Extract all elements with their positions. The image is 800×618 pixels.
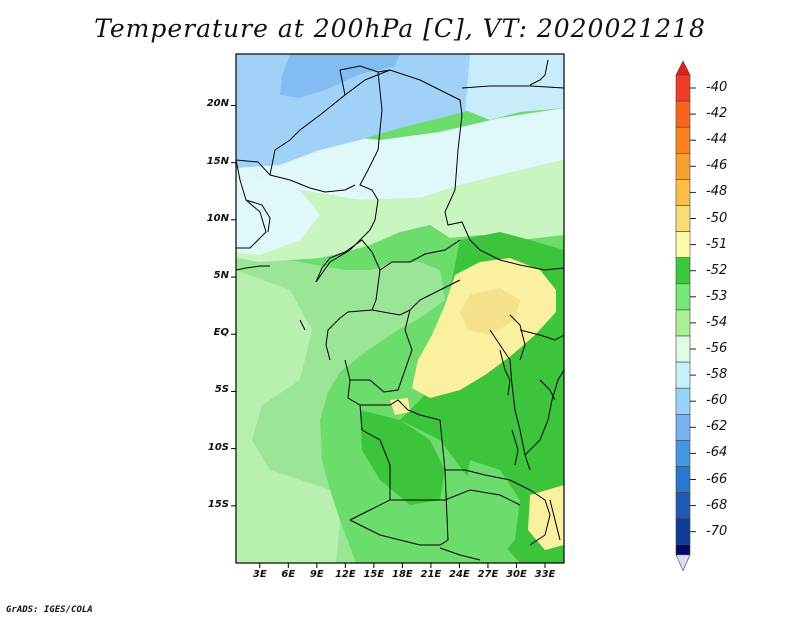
colorbar-swatch bbox=[675, 283, 691, 311]
colorbar-swatch bbox=[675, 518, 691, 546]
lon-label: 33E bbox=[534, 569, 556, 580]
region-blue-north bbox=[280, 54, 400, 98]
colorbar-swatch bbox=[675, 205, 691, 232]
colorbar-label: -64 bbox=[706, 445, 728, 461]
colorbar-swatch bbox=[675, 361, 691, 389]
colorbar-label: -60 bbox=[706, 393, 728, 409]
lat-label: EQ bbox=[213, 327, 229, 339]
colorbar-label: -53 bbox=[706, 288, 728, 304]
lat-label: 20N bbox=[206, 98, 229, 110]
region-light-green-east bbox=[460, 460, 520, 563]
colorbar-top-arrow bbox=[675, 60, 691, 76]
lat-label: 15S bbox=[207, 498, 229, 510]
colorbar-swatch bbox=[675, 126, 691, 154]
colorbar-swatch bbox=[675, 492, 691, 520]
lon-label: 24E bbox=[449, 569, 470, 580]
colorbar-label: -54 bbox=[706, 314, 728, 330]
colorbar-swatch bbox=[675, 231, 691, 259]
region-pale-green-west bbox=[236, 270, 340, 563]
lon-label: 27E bbox=[477, 569, 499, 580]
lon-label: 21E bbox=[420, 569, 442, 580]
region-pale-green-north bbox=[236, 160, 564, 262]
colorbar-swatch bbox=[675, 440, 691, 467]
lon-label: 12E bbox=[334, 569, 356, 580]
map-frame bbox=[235, 53, 565, 564]
region-yellow-core bbox=[460, 288, 520, 335]
colorbar-swatch bbox=[675, 544, 691, 556]
lon-label: 9E bbox=[309, 569, 324, 580]
lat-label: 5N bbox=[213, 270, 229, 282]
region-very-light-blue-west bbox=[236, 170, 320, 255]
colorbar-swatch bbox=[675, 153, 691, 180]
region-very-light-blue bbox=[236, 108, 564, 200]
lon-label: 30E bbox=[506, 569, 527, 580]
colorbar-label: -68 bbox=[706, 497, 728, 513]
colorbar-label: -62 bbox=[706, 419, 728, 435]
lat-label: 5S bbox=[214, 384, 229, 396]
colorbar-swatch bbox=[675, 100, 691, 128]
colorbar-swatch bbox=[675, 74, 691, 102]
lon-label: 3E bbox=[252, 569, 267, 580]
colorbar-swatch bbox=[675, 309, 691, 337]
lon-label: 6E bbox=[281, 569, 296, 580]
colorbar-label: -40 bbox=[706, 80, 728, 95]
colorbar-label: -48 bbox=[706, 184, 728, 200]
lon-label: 18E bbox=[392, 569, 413, 580]
colorbar-label: -58 bbox=[706, 367, 728, 383]
region-yellow-southeast bbox=[528, 485, 564, 550]
country-borders bbox=[236, 59, 564, 561]
colorbar-swatch bbox=[675, 466, 691, 493]
axis-ticks bbox=[231, 104, 546, 568]
colorbar-label: -46 bbox=[706, 158, 728, 174]
colorbar-swatch bbox=[675, 413, 691, 441]
colorbar-label: -56 bbox=[706, 341, 728, 356]
lat-label: 10N bbox=[206, 212, 229, 224]
colorbar-bottom-arrow bbox=[675, 554, 691, 572]
lon-label: 15E bbox=[363, 569, 385, 580]
colorbar-label: -52 bbox=[706, 262, 728, 278]
colorbar-swatch bbox=[675, 257, 691, 285]
lat-label: 15N bbox=[206, 155, 229, 167]
colorbar-label: -66 bbox=[706, 471, 728, 487]
lat-label: 10S bbox=[207, 441, 229, 453]
colorbar-swatch bbox=[675, 335, 691, 363]
region-dark-green-south bbox=[360, 410, 445, 505]
colorbar-swatch bbox=[675, 179, 691, 206]
colorbar-label: -51 bbox=[706, 236, 728, 252]
chart-title: Temperature at 200hPa [C], VT: 202002121… bbox=[94, 14, 706, 43]
credit-text: GrADS: IGES/COLA bbox=[6, 605, 93, 615]
colorbar-label: -44 bbox=[706, 132, 728, 148]
colorbar-label: -50 bbox=[706, 210, 728, 226]
colorbar-label: -70 bbox=[706, 523, 728, 539]
colorbar-swatch bbox=[675, 387, 691, 415]
region-lighter-blue-ne bbox=[465, 54, 564, 120]
colorbar-label: -42 bbox=[706, 106, 728, 122]
